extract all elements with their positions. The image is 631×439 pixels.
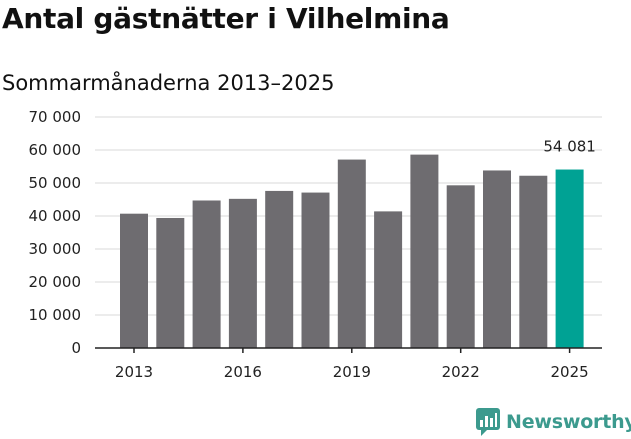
y-tick-label: 30 000 (29, 240, 82, 258)
bar-2022 (446, 185, 475, 348)
bar-2017 (265, 190, 294, 348)
bar-2018 (301, 192, 330, 348)
bar-2020 (374, 211, 403, 348)
bar-2016 (228, 198, 257, 348)
bars (120, 154, 584, 348)
x-tick-label: 2022 (442, 363, 480, 381)
y-tick-label: 20 000 (29, 273, 82, 291)
bar-2024 (519, 175, 548, 348)
y-tick-label: 0 (71, 339, 81, 357)
bar-2019 (337, 159, 366, 348)
data-labels: 54 081 (543, 138, 596, 156)
y-tick-label: 60 000 (29, 141, 82, 159)
bar-chart: 0 10 000 20 000 30 000 40 000 50 000 60 000 70 … (29, 108, 602, 381)
x-tick-label: 2019 (333, 363, 371, 381)
bar-2025 (555, 169, 584, 348)
x-axis-ticks (133, 348, 571, 353)
bar-2021 (410, 154, 439, 348)
x-axis-tick-labels: 2013 2016 2019 2022 2025 (115, 363, 589, 381)
y-tick-label: 70 000 (29, 108, 82, 126)
chart-title: Antal gästnätter i Vilhelmina (2, 2, 450, 35)
x-tick-label: 2013 (115, 363, 153, 381)
bar-2015 (192, 200, 221, 348)
x-tick-label: 2016 (224, 363, 262, 381)
bar-2013 (120, 213, 148, 348)
bar-2023 (483, 170, 511, 348)
newsworthy-logo: Newsworthy (476, 408, 631, 436)
x-tick-label: 2025 (551, 363, 589, 381)
data-label: 54 081 (543, 138, 596, 156)
y-tick-label: 40 000 (29, 207, 82, 225)
chart-subtitle: Sommarmånaderna 2013–2025 (2, 71, 335, 95)
bar-2014 (156, 217, 185, 348)
bar-chart-bubble-icon (476, 408, 500, 436)
y-tick-label: 10 000 (29, 306, 82, 324)
brand-name: Newsworthy (506, 411, 631, 433)
y-axis-tick-labels: 0 10 000 20 000 30 000 40 000 50 000 60 000 70 … (29, 108, 82, 357)
y-tick-label: 50 000 (29, 174, 82, 192)
